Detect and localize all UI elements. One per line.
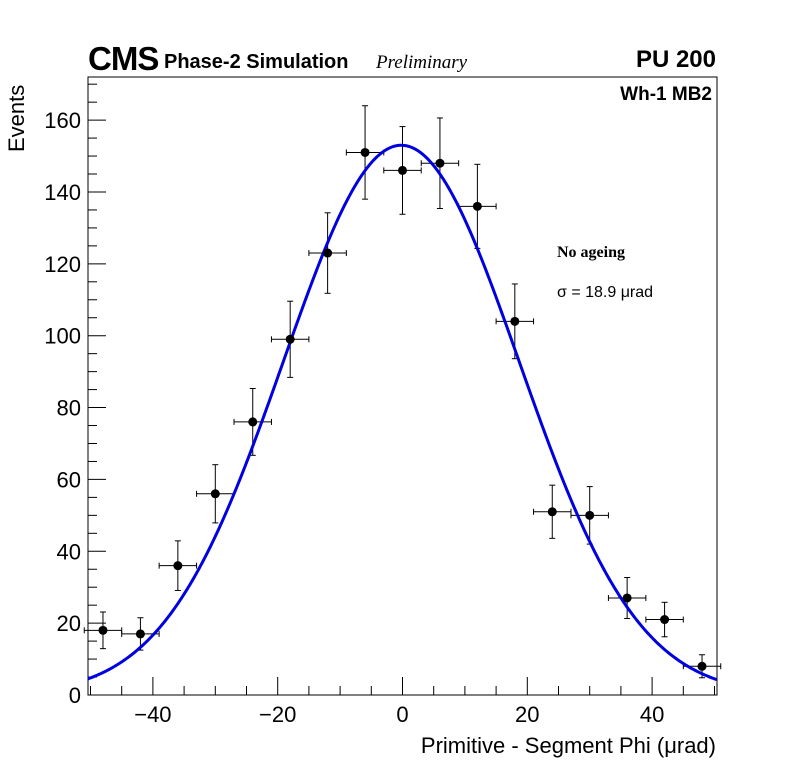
y-tick-label: 60 bbox=[57, 467, 81, 492]
region-label: Wh-1 MB2 bbox=[620, 84, 712, 105]
x-tick-label: 40 bbox=[640, 702, 664, 727]
data-point bbox=[622, 593, 632, 603]
y-tick-label: 140 bbox=[44, 180, 81, 205]
data-point bbox=[285, 334, 295, 344]
data-point bbox=[660, 615, 670, 625]
error-bars bbox=[83, 105, 722, 679]
y-tick-label: 80 bbox=[57, 396, 81, 421]
data-points bbox=[98, 147, 707, 671]
preliminary-label: Preliminary bbox=[376, 52, 468, 73]
data-point bbox=[248, 417, 258, 427]
gaussian-fit-curve bbox=[87, 143, 718, 682]
data-point bbox=[547, 507, 557, 517]
data-point bbox=[398, 165, 407, 175]
y-tick-label: 100 bbox=[44, 324, 81, 349]
data-point bbox=[435, 158, 445, 168]
data-point bbox=[360, 147, 370, 157]
y-tick-label: 20 bbox=[57, 611, 81, 636]
x-axis-title: Primitive - Segment Phi (μrad) bbox=[420, 733, 716, 758]
y-axis-title: Events bbox=[4, 84, 29, 152]
x-tick-label: −40 bbox=[134, 702, 171, 727]
x-tick-label: 20 bbox=[515, 702, 539, 727]
y-tick-label: 40 bbox=[57, 539, 81, 564]
x-tick-label: 0 bbox=[396, 702, 408, 727]
data-point bbox=[323, 248, 333, 258]
tick-labels: −40 −20 0 20 40 0 20 40 60 80 100 120 140 160 bbox=[44, 108, 664, 727]
simulation-subtitle: Phase-2 Simulation bbox=[164, 51, 349, 73]
pileup-label: PU 200 bbox=[635, 46, 716, 73]
data-point bbox=[697, 661, 707, 671]
condition-label: No ageing bbox=[557, 244, 625, 261]
data-point bbox=[585, 510, 595, 520]
y-tick-label: 160 bbox=[44, 108, 81, 133]
x-tick-label: −20 bbox=[259, 702, 296, 727]
experiment-logo-text: CMS bbox=[88, 40, 159, 77]
sigma-label: σ = 18.9 μrad bbox=[557, 284, 654, 301]
data-point bbox=[98, 625, 108, 635]
data-point bbox=[135, 629, 145, 639]
data-point bbox=[210, 489, 220, 499]
data-point bbox=[173, 561, 183, 571]
data-point bbox=[472, 201, 482, 211]
fit-curve-group bbox=[87, 143, 718, 682]
y-tick-label: 0 bbox=[69, 683, 81, 708]
data-point bbox=[510, 316, 520, 326]
y-tick-label: 120 bbox=[44, 252, 81, 277]
axis-ticks bbox=[88, 83, 716, 696]
